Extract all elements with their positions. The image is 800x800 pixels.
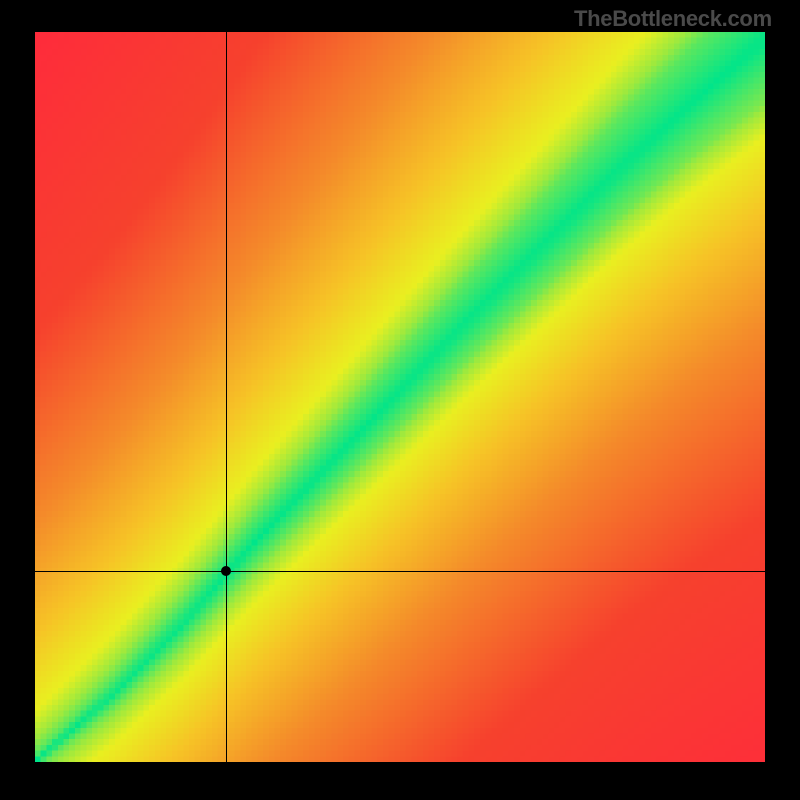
crosshair-marker xyxy=(221,566,231,576)
heatmap-plot xyxy=(35,32,765,762)
frame: TheBottleneck.com xyxy=(0,0,800,800)
heatmap-canvas xyxy=(35,32,765,762)
crosshair-horizontal xyxy=(35,571,765,572)
watermark-text: TheBottleneck.com xyxy=(574,6,772,32)
crosshair-vertical xyxy=(226,32,227,762)
